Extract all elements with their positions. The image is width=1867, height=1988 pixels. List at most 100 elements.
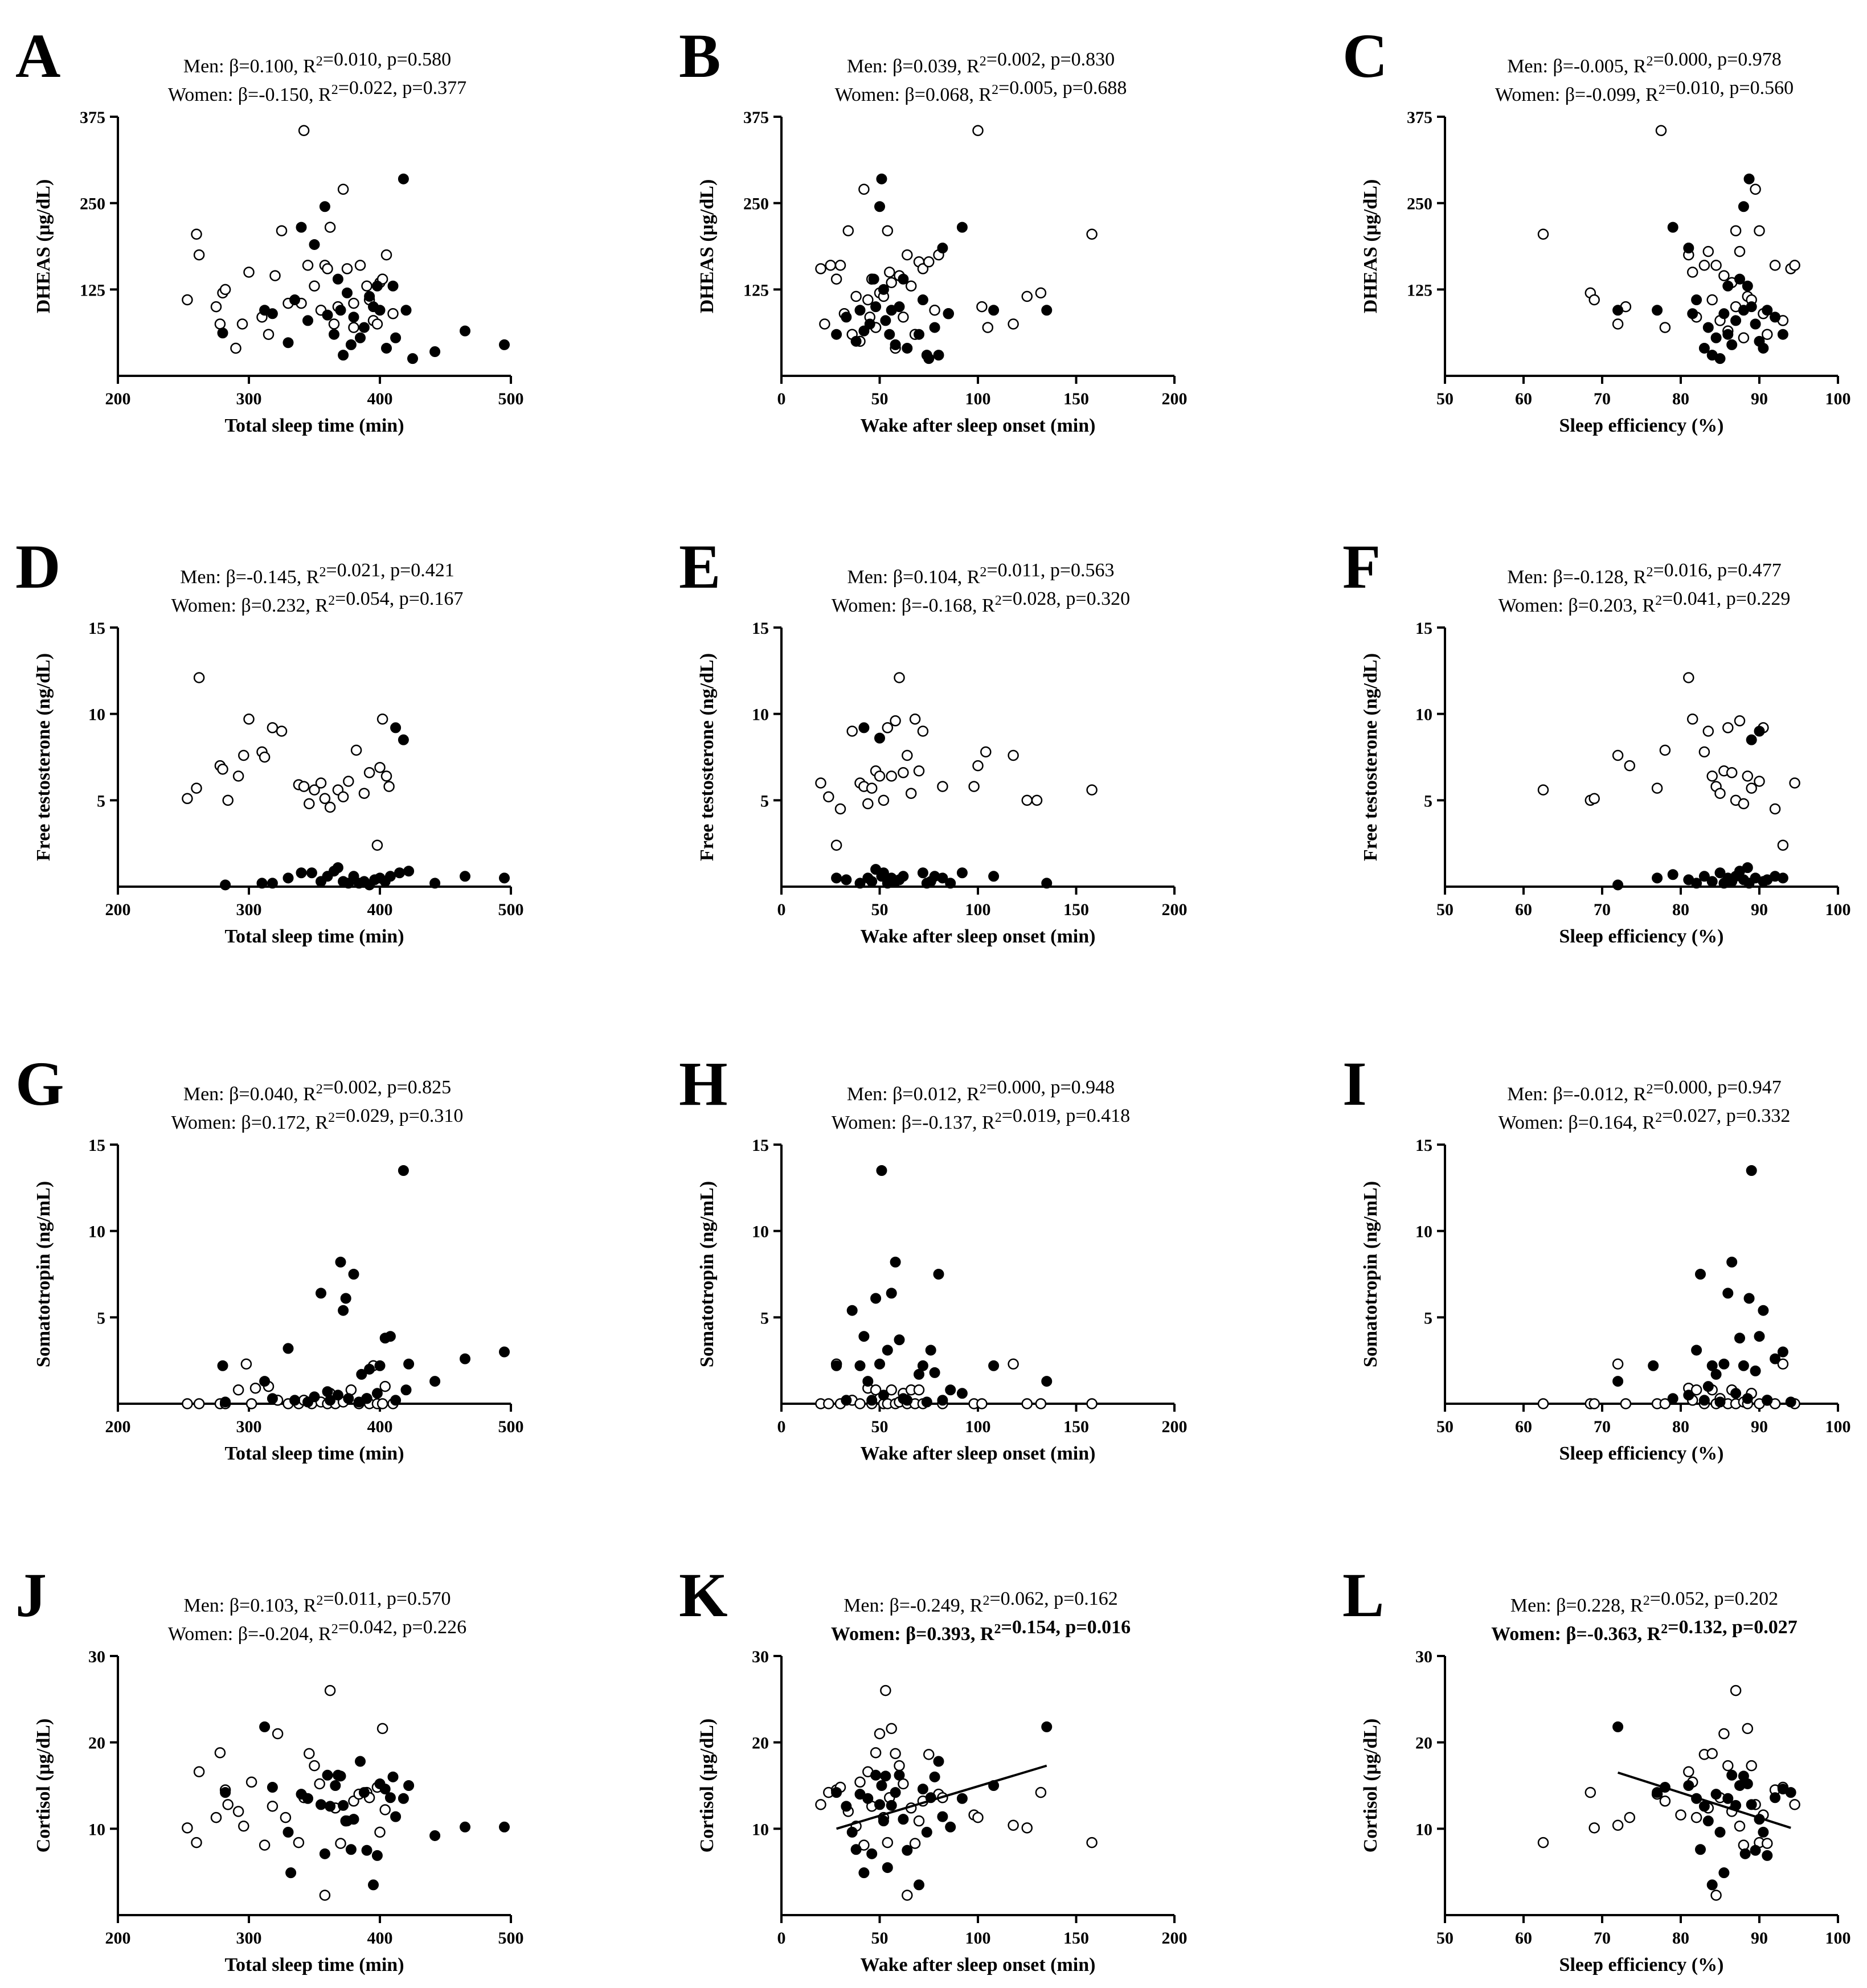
men-point <box>858 325 870 337</box>
women-point <box>328 318 340 330</box>
women-point <box>1718 270 1730 281</box>
women-point <box>1706 770 1718 782</box>
men-point <box>267 1782 278 1793</box>
women-point <box>210 301 222 313</box>
x-tick-label: 50 <box>1436 390 1454 408</box>
men-point <box>220 879 231 891</box>
women-point <box>214 1747 226 1759</box>
women-point <box>905 788 917 799</box>
y-tick-label: 15 <box>1415 619 1432 638</box>
stats-women: Women: β=-0.099, R2=0.010, p=0.560 <box>1495 77 1794 105</box>
men-point <box>898 273 909 285</box>
women-point <box>1086 1837 1098 1848</box>
x-tick-label: 400 <box>367 390 393 408</box>
women-point <box>1710 260 1722 271</box>
stats-men: Men: β=-0.145, R2=0.021, p=0.421 <box>180 560 455 588</box>
stats-women: Women: β=0.068, R2=0.005, p=0.688 <box>835 77 1127 105</box>
x-tick-label: 80 <box>1672 1417 1689 1436</box>
men-point <box>1714 1826 1726 1838</box>
men-point <box>348 1814 359 1825</box>
men-point <box>400 1384 412 1396</box>
men-point <box>1652 1787 1663 1798</box>
men-point <box>1750 1844 1761 1856</box>
men-point <box>285 1867 297 1879</box>
men-point <box>400 305 412 316</box>
women-point <box>222 794 234 806</box>
y-tick-label: 30 <box>1415 1647 1432 1666</box>
women-point <box>823 1398 834 1409</box>
men-point <box>874 732 885 744</box>
men-point <box>1714 867 1726 879</box>
x-tick-label: 500 <box>498 1929 524 1948</box>
men-point <box>267 308 278 319</box>
men-point <box>1758 342 1769 354</box>
women-point <box>1742 1723 1754 1735</box>
men-point <box>866 1395 878 1406</box>
women-point <box>815 263 826 274</box>
men-point <box>379 1784 391 1795</box>
men-point <box>1691 294 1702 306</box>
men-point <box>398 173 409 185</box>
x-axis-label: Total sleep time (min) <box>224 926 404 947</box>
men-point <box>1718 1358 1730 1370</box>
stats-men: Men: β=0.100, R2=0.010, p=0.580 <box>183 49 451 77</box>
men-point <box>1698 342 1710 354</box>
y-tick-label: 5 <box>97 1309 105 1327</box>
men-point <box>335 1770 346 1782</box>
y-tick-label: 10 <box>1415 1820 1432 1839</box>
x-tick-label: 50 <box>871 390 889 408</box>
women-point <box>379 1380 391 1392</box>
men-point <box>1746 1799 1757 1810</box>
men-point <box>1710 1789 1722 1800</box>
women-point <box>866 782 878 794</box>
women-point <box>1659 744 1671 756</box>
women-point <box>315 777 327 789</box>
women-point <box>363 767 375 778</box>
women-point <box>280 1811 292 1823</box>
men-point <box>460 1353 470 1364</box>
women-point <box>1702 725 1714 737</box>
women-point <box>882 225 894 236</box>
women-point <box>976 301 988 313</box>
men-point <box>322 309 333 321</box>
women-point <box>319 1889 331 1901</box>
men-point <box>1710 332 1722 343</box>
y-axis-label: Free testosterone (ng/dL) <box>33 653 54 861</box>
women-point <box>1777 1358 1789 1370</box>
women-point <box>1659 1398 1671 1409</box>
women-point <box>902 749 913 761</box>
men-point <box>371 1850 383 1861</box>
x-tick-label: 90 <box>1751 1929 1768 1948</box>
men-point <box>403 1358 415 1370</box>
men-point <box>841 1395 852 1406</box>
men-point <box>923 353 935 364</box>
women-point <box>302 260 314 271</box>
y-tick-label: 15 <box>752 1136 769 1155</box>
women-point <box>1738 1839 1750 1851</box>
men-point <box>956 867 968 879</box>
men-point <box>316 1288 326 1299</box>
y-tick-label: 15 <box>88 1136 105 1155</box>
women-point <box>823 791 834 803</box>
x-axis-label: Wake after sleep onset (min) <box>861 1954 1096 1975</box>
stats-men: Men: β=0.104, R2=0.011, p=0.563 <box>847 560 1114 588</box>
women-point <box>1734 715 1746 727</box>
women-point <box>1588 1822 1600 1834</box>
panel-letter: J <box>15 1560 47 1630</box>
men-point <box>1750 318 1761 330</box>
women-point <box>348 322 359 333</box>
men-point <box>1722 1793 1734 1804</box>
x-tick-label: 200 <box>105 390 131 408</box>
women-point <box>267 1801 279 1812</box>
x-tick-label: 500 <box>498 1417 524 1436</box>
women-point <box>898 311 909 323</box>
men-point <box>874 201 885 212</box>
men-point <box>1762 305 1773 316</box>
men-point <box>858 1331 870 1342</box>
women-point <box>191 782 202 794</box>
men-point <box>309 239 320 250</box>
women-point <box>830 839 842 851</box>
women-point <box>276 725 288 737</box>
women-point <box>1588 793 1600 805</box>
men-point <box>1683 1780 1694 1791</box>
